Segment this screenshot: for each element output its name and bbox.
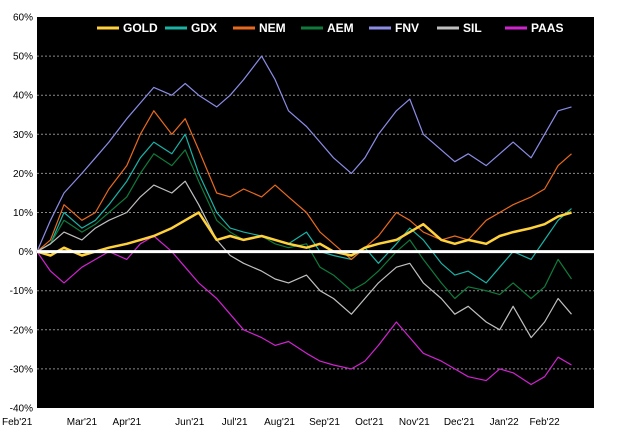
x-tick-label: Feb'22 [529,417,560,428]
x-tick-label: Nov'21 [399,417,430,428]
y-tick-label: 30% [13,130,33,141]
x-tick-label: Dec'21 [444,417,475,428]
legend-label: GDX [191,21,217,35]
x-tick-label: Feb'21 [2,417,33,428]
y-tick-label: -40% [10,404,33,415]
series-line-paas [36,235,572,386]
x-tick-label: Jul'21 [222,417,248,428]
x-tick-label: Apr'21 [113,417,142,428]
x-axis-ticks: Feb'21 Mar'21 Apr'21 Jun'21 Jul'21 Aug'21 Sep'… [2,417,560,428]
series-line-nem [36,110,572,260]
legend: GOLD GDX NEM AEM FNV SIL PAAS [97,21,563,35]
y-tick-label: 40% [13,91,33,102]
series-line-aem [36,149,572,300]
x-tick-label: Aug'21 [264,417,295,428]
y-tick-label: 10% [13,208,33,219]
y-tick-label: -30% [10,364,33,375]
legend-label: NEM [259,21,286,35]
y-tick-label: 50% [13,52,33,63]
y-axis-ticks: 60% 50% 40% 30% 20% 10% 0% -10% -20% -30% -40% [10,13,33,415]
legend-label: PAAS [531,21,563,35]
legend-label: SIL [463,21,482,35]
legend-label: AEM [327,21,354,35]
x-tick-label: Jan'22 [490,417,520,428]
x-tick-label: Oct'21 [355,417,384,428]
series-line-fnv [36,55,572,252]
y-tick-label: 60% [13,13,33,24]
x-tick-label: Mar'21 [67,417,98,428]
series-line-gdx [36,133,572,284]
series-line-gold [36,211,572,257]
series-layer [36,55,572,386]
y-tick-label: -10% [10,286,33,297]
series-line-sil [36,180,572,339]
y-tick-label: -20% [10,325,33,336]
y-tick-label: 0% [19,247,34,258]
x-tick-label: Jun'21 [175,417,205,428]
y-tick-label: 20% [13,169,33,180]
legend-label: FNV [395,21,419,35]
x-tick-label: Sep'21 [309,417,340,428]
legend-label: GOLD [123,21,158,35]
